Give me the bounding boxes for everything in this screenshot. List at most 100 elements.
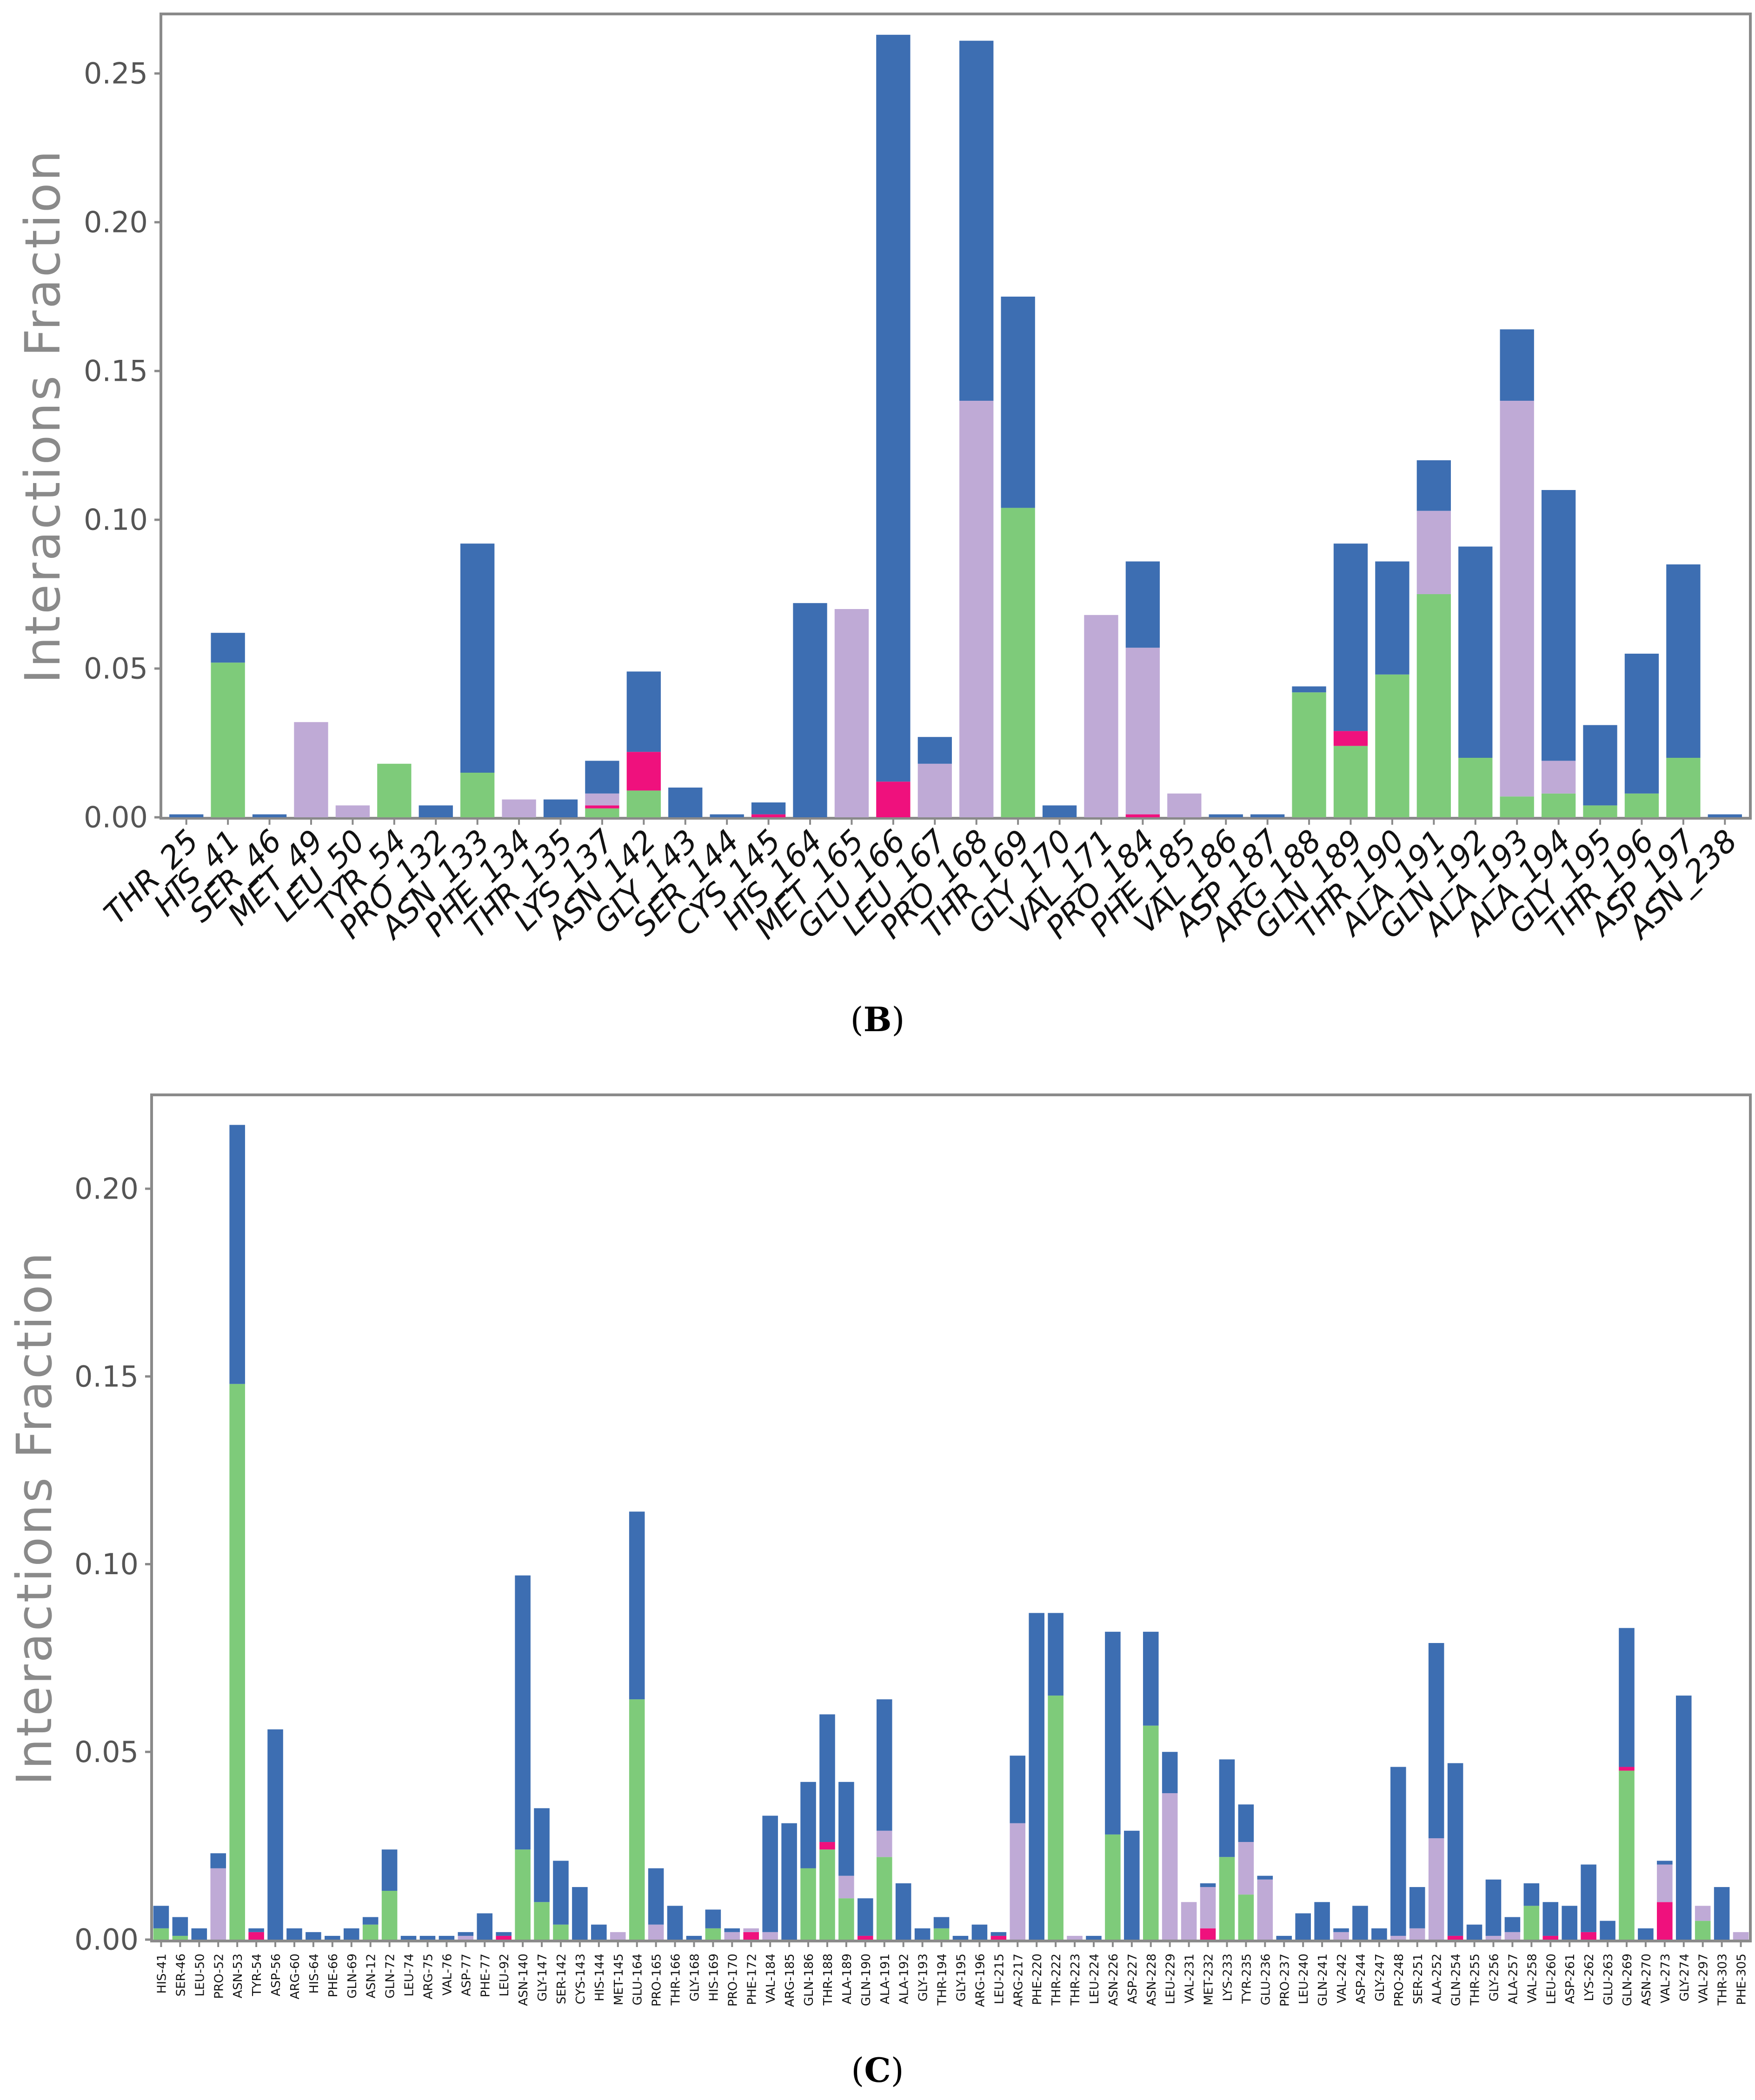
bar-segment-blue-leu-92 — [496, 1932, 512, 1936]
bar-segment-blue-ala-192 — [895, 1883, 911, 1940]
bar-segment-green-gln-72 — [381, 1891, 398, 1940]
x-tick-label: TYR-54 — [250, 1954, 264, 1996]
x-tick-label: SER-142 — [555, 1954, 569, 2004]
x-tick-label: ASN-53 — [231, 1954, 245, 1998]
bar-segment-blue-arg-60 — [286, 1928, 302, 1940]
x-tick-label: THR-255 — [1469, 1954, 1482, 2006]
bar-segment-blue-arg-185 — [781, 1823, 797, 1940]
x-tick-label: VAL-76 — [440, 1954, 454, 1995]
bar-segment-blue-ser-46 — [172, 1917, 188, 1936]
bar-segment-blue-leu-167 — [917, 737, 952, 764]
bar-segment-blue-his-144 — [591, 1924, 607, 1940]
bar-segment-blue-val-76 — [439, 1935, 455, 1940]
bar-segment-lavender-val-184 — [762, 1932, 778, 1940]
x-tick-label: GLY-256 — [1487, 1954, 1501, 2001]
bar-segment-blue-leu-74 — [400, 1935, 417, 1940]
x-tick-label: PHE-172 — [745, 1954, 759, 2005]
bar-segment-blue-gln-69 — [343, 1928, 359, 1940]
bar-segment-green-asn-226 — [1105, 1834, 1121, 1940]
x-tick-label: PRO-170 — [726, 1954, 740, 2007]
bar-segment-green-ala-191 — [876, 1857, 892, 1940]
bar-segment-pink-cys-145 — [751, 814, 786, 817]
x-tick-label: ASP-56 — [269, 1954, 283, 1996]
x-tick-label: VAL-273 — [1659, 1954, 1673, 2003]
x-tick-label: ASN-140 — [517, 1954, 531, 2006]
bar-segment-pink-pro-184 — [1125, 814, 1160, 817]
bar-segment-green-thr-194 — [933, 1928, 950, 1940]
bar-segment-green-gln-269 — [1619, 1770, 1635, 1940]
bar-segment-lavender-phe-134 — [502, 799, 536, 817]
y-tick-label: 0.05 — [84, 652, 148, 686]
x-tick-label: GLN-269 — [1621, 1954, 1635, 2006]
x-tick-label: HIS-144 — [593, 1954, 607, 2001]
bar-segment-blue-pro-165 — [648, 1868, 664, 1925]
bar-segment-lavender-tyr-235 — [1238, 1842, 1254, 1895]
y-tick-label: 0.20 — [84, 205, 148, 239]
x-tick-label: GLY-195 — [954, 1954, 968, 2001]
x-tick-label: PRO-237 — [1278, 1954, 1292, 2007]
bar-segment-lavender-pro-52 — [210, 1868, 226, 1940]
bar-segment-lavender-ala-193 — [1500, 401, 1534, 797]
x-tick-label: VAL-231 — [1183, 1954, 1197, 2003]
x-tick-label: LEU-229 — [1164, 1954, 1178, 2004]
bar-segment-green-lys-137 — [585, 808, 619, 817]
bar-segment-lavender-ala-191 — [1416, 510, 1451, 594]
x-tick-label: HIS-169 — [707, 1954, 721, 2001]
bar-segment-pink-tyr-54 — [248, 1932, 264, 1940]
y-tick-label: 0.00 — [84, 801, 148, 835]
bar-segment-blue-glu-236 — [1257, 1875, 1273, 1880]
bar-segment-pink-lys-137 — [585, 805, 619, 808]
bar-segment-blue-pro-132 — [419, 805, 453, 817]
bar-segment-lavender-pro-184 — [1125, 648, 1160, 815]
bar-segment-blue-asp-197 — [1666, 564, 1701, 758]
bar-segment-blue-leu-240 — [1295, 1913, 1311, 1940]
bar-segment-pink-thr-188 — [819, 1842, 835, 1850]
x-tick-label: ASN-226 — [1107, 1954, 1121, 2006]
bar-segment-green-asn-12 — [362, 1924, 379, 1940]
bar-segment-blue-his-64 — [306, 1932, 321, 1940]
bar-segment-pink-glu-166 — [876, 782, 911, 817]
x-tick-label: ALA-257 — [1506, 1954, 1520, 2004]
bar-segment-lavender-val-242 — [1333, 1932, 1349, 1940]
bar-segment-lavender-met-232 — [1200, 1887, 1216, 1928]
bar-segment-green-thr-222 — [1048, 1696, 1064, 1940]
x-tick-label: LEU-92 — [498, 1954, 512, 1996]
x-tick-label: LEU-215 — [992, 1954, 1006, 2004]
y-tick-label: 0.05 — [74, 1735, 139, 1769]
x-tick-label: ASN-12 — [365, 1954, 379, 1998]
bar-segment-blue-gln-72 — [381, 1849, 398, 1891]
panel-b-y-ticks: 0.00 0.05 0.10 0.15 0.20 0.25 — [84, 57, 161, 835]
bar-segment-green-ala-193 — [1500, 796, 1534, 817]
x-tick-label: MET-232 — [1202, 1954, 1216, 2005]
panel-c-y-ticks: 0.00 0.05 0.10 0.15 0.20 — [74, 1172, 152, 1957]
bar-segment-lavender-val-171 — [1084, 615, 1118, 817]
bar-segment-pink-leu-92 — [496, 1935, 512, 1940]
bar-segment-blue-ala-194 — [1541, 490, 1576, 761]
x-tick-label: SER-251 — [1411, 1954, 1425, 2004]
bar-segment-green-gln-186 — [800, 1868, 816, 1940]
panel-c-x-ticks: HIS-41 SER-46 LEU-50 PRO-52 ASN-53 TYR-54 ASP-… — [155, 1941, 1749, 2007]
bar-segment-lavender-thr-223 — [1067, 1935, 1083, 1940]
bar-segment-blue-gly-168 — [686, 1935, 702, 1940]
bar-segment-blue-gly-147 — [534, 1808, 550, 1902]
x-tick-label: GLU-164 — [631, 1954, 645, 2005]
bar-segment-pink-leu-215 — [991, 1935, 1007, 1940]
bar-segment-blue-phe-66 — [325, 1935, 340, 1940]
bar-segment-blue-thr-196 — [1624, 654, 1659, 794]
bar-segment-green-ala-189 — [838, 1898, 854, 1940]
bar-segment-green-asn-140 — [515, 1849, 531, 1940]
bar-segment-pink-val-273 — [1657, 1902, 1673, 1940]
bar-segment-blue-gln-186 — [800, 1782, 816, 1868]
bar-segment-blue-asn-133 — [460, 543, 495, 773]
y-tick-label: 0.20 — [74, 1172, 139, 1206]
x-tick-label: ASP-244 — [1354, 1954, 1368, 2004]
bar-segment-blue-leu-215 — [991, 1932, 1007, 1936]
x-tick-label: GLY-247 — [1373, 1954, 1387, 2001]
x-tick-label: THR-166 — [669, 1954, 683, 2006]
bar-segment-green-ser-142 — [553, 1924, 569, 1940]
bar-segment-blue-lys-262 — [1581, 1864, 1596, 1932]
panel-b-x-ticks: THR_25HIS_41SER_46MET_49LEU_50TYR_54PRO_… — [97, 819, 1744, 948]
bar-segment-green-thr-188 — [819, 1849, 835, 1940]
bar-segment-blue-phe-220 — [1029, 1613, 1044, 1940]
x-tick-label: ASP-77 — [459, 1954, 473, 1996]
